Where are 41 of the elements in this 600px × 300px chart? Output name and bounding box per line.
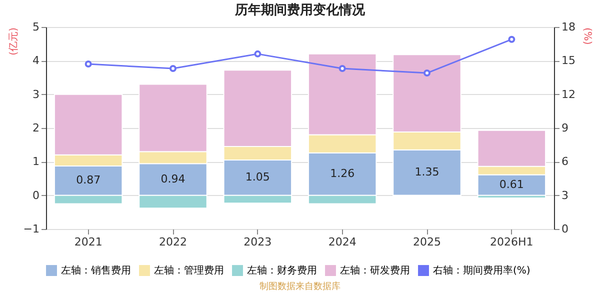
point [424,70,430,77]
x-tick-label: 2023 [244,236,272,248]
y2-tick-label: 9 [562,122,568,134]
data-label: 1.05 [245,170,270,184]
legend-label: 左轴：销售费用 [61,264,131,277]
legend-label: 左轴：管理费用 [154,264,224,277]
data-label: 0.87 [76,174,101,187]
point [170,65,176,72]
y-tick-label: 3 [32,88,40,101]
legend-label: 左轴：研发费用 [340,264,410,277]
y-tick-label: 4 [32,54,40,68]
chart-title: 历年期间费用变化情况 [234,2,366,18]
y2-tick-label: 18 [562,20,576,34]
point [254,50,262,58]
y2-tick-label: 0 [562,222,568,236]
point [508,36,516,43]
text: 制图数据来自数据库 [258,280,342,294]
y-axis-title: (亿元) [8,27,20,56]
x-tick-label: 2021 [74,236,102,248]
y-tick-label: 0 [32,188,40,202]
x-tick-label: 2025 [413,236,441,248]
y-tick-label: 5 [32,20,40,34]
y2-tick-label: 6 [562,155,568,168]
x-tick-label: 2026H1 [490,236,534,248]
y2-axis-title: (%) [582,28,592,45]
legend-label: 右轴：期间费用率(%) [433,264,530,277]
y2-tick-label: 3 [562,188,568,202]
data-label: 1.35 [414,166,440,179]
y2-tick-label: 15 [562,54,576,68]
legend-label: 左轴：财务费用 [247,264,317,277]
y-tick-label: 1 [32,155,40,168]
point [338,65,346,72]
y-tick-label: 2 [32,122,40,134]
point [84,60,92,68]
data-label: 0.61 [499,178,524,192]
x-tick-label: 2022 [159,236,187,248]
data-label: 1.26 [330,167,355,180]
x-tick-label: 2024 [328,236,356,248]
data-label: 0.94 [160,172,186,186]
y2-tick-label: 12 [562,88,576,101]
y-tick-label: −1 [23,222,40,236]
